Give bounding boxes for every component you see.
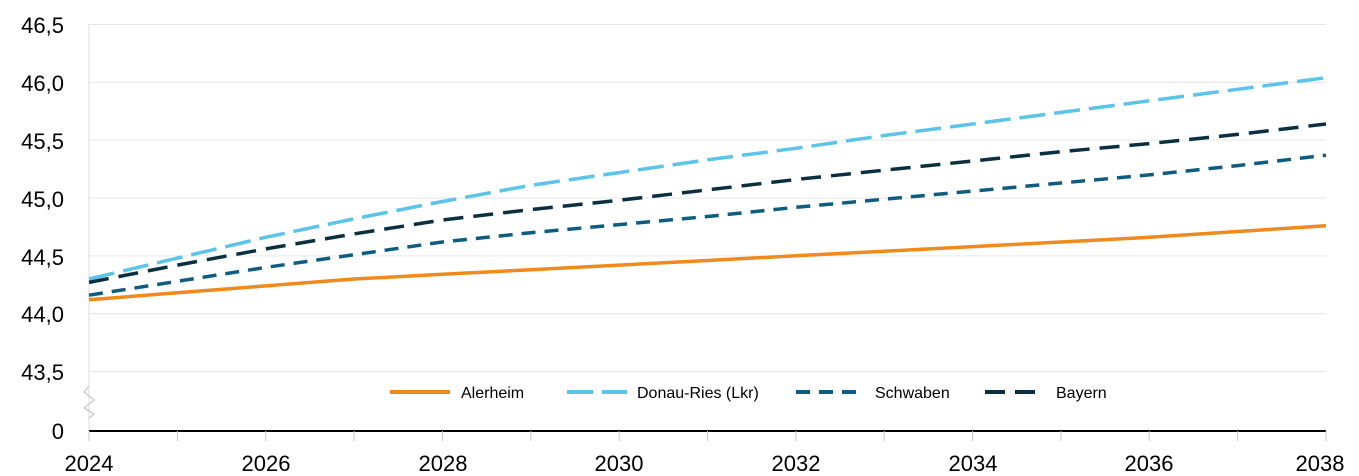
series-line-schwaben: [88, 153, 1327, 297]
series-line-bayern: [88, 122, 1327, 285]
legend-label: Donau-Ries (Lkr): [637, 385, 759, 402]
x-tick-labels: 2024 2026 2028 2030 2032 2034 2036 2038: [65, 451, 1345, 476]
x-tick-label: 2038: [1296, 451, 1345, 476]
legend-item-alerheim: Alerheim: [390, 385, 524, 402]
x-tick-label: 2024: [65, 451, 114, 476]
legend-label: Bayern: [1056, 385, 1107, 402]
y-tick-label: 46,0: [21, 71, 64, 96]
legend-label: Alerheim: [461, 385, 524, 402]
y-tick-label: 44,0: [21, 302, 64, 327]
y-tick-label: 45,0: [21, 187, 64, 212]
grid-lines: [89, 24, 1326, 372]
y-axis-break-icon: [82, 385, 96, 419]
legend-item-schwaben: Schwaben: [796, 385, 950, 402]
legend-item-bayern: Bayern: [985, 385, 1107, 402]
x-tick-label: 2026: [242, 451, 291, 476]
y-tick-label: 43,5: [21, 360, 64, 385]
y-tick-label: 46,5: [21, 13, 64, 38]
y-tick-label: 44,5: [21, 245, 64, 270]
x-tick-label: 2028: [419, 451, 468, 476]
legend-label: Schwaben: [875, 385, 950, 402]
series-line-alerheim: [88, 224, 1327, 302]
y-tick-labels: 0 43,5 44,0 44,5 45,0 45,5 46,0 46,5: [21, 13, 64, 444]
legend: Alerheim Donau-Ries (Lkr) Schwaben Bayer…: [390, 385, 1107, 402]
legend-item-donau-ries: Donau-Ries (Lkr): [567, 385, 759, 402]
x-tick-label: 2030: [595, 451, 644, 476]
axes: [82, 24, 1327, 441]
series-line-donau-ries-lkr: [88, 75, 1327, 281]
x-tick-label: 2032: [772, 451, 821, 476]
series-lines: [88, 75, 1327, 302]
y-tick-label: 45,5: [21, 129, 64, 154]
x-tick-label: 2036: [1125, 451, 1174, 476]
y-tick-label: 0: [52, 419, 64, 444]
x-tick-label: 2034: [949, 451, 998, 476]
